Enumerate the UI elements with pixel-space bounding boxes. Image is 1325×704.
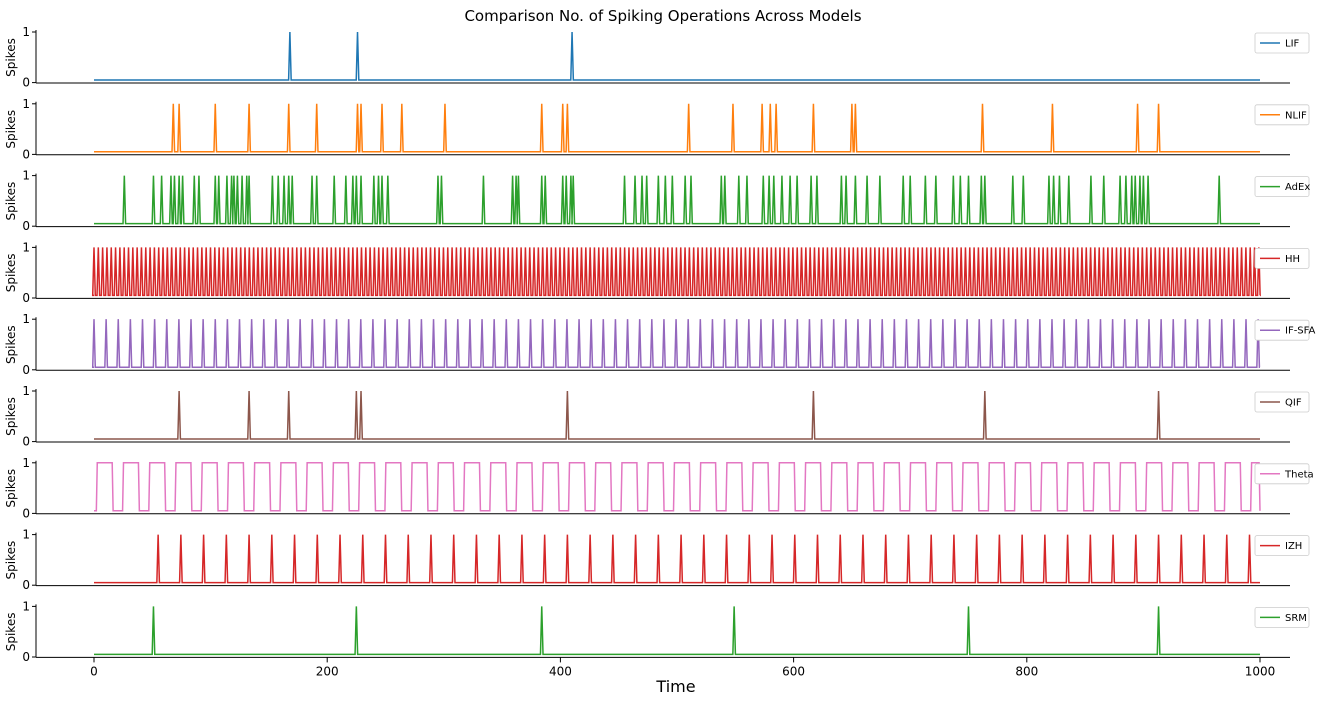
series-line-nlif <box>94 103 1260 153</box>
y-tick-label: 1 <box>22 528 30 542</box>
legend-box <box>1254 463 1310 485</box>
x-tick-label: 600 <box>782 664 805 678</box>
y-tick-label: 0 <box>22 76 30 90</box>
legend-label: NLIF <box>1285 110 1307 121</box>
y-tick-label: 1 <box>22 169 30 183</box>
legend-if-sfa: IF-SFA <box>1254 319 1315 341</box>
panel-if-sfa: 1 0 Spikes IF-SFA <box>4 312 1315 377</box>
panel-theta: 1 0 Spikes Theta <box>4 456 1314 521</box>
y-tick-label: 1 <box>22 240 30 254</box>
legend-lif: LIF <box>1254 32 1310 54</box>
legend-box <box>1254 247 1310 269</box>
legend-qif: QIF <box>1254 391 1310 413</box>
x-tick-label: 400 <box>549 664 572 678</box>
x-axis: 0 200 400 600 800 1000 <box>90 657 1275 678</box>
series-line-srm <box>94 606 1260 656</box>
y-axis-label: Spikes <box>4 182 18 221</box>
chart-title: Comparison No. of Spiking Operations Acr… <box>464 7 861 25</box>
legend-label: HH <box>1285 254 1300 265</box>
legend-label: IZH <box>1285 541 1302 552</box>
legend-hh: HH <box>1254 247 1310 269</box>
panel-hh: 1 0 Spikes HH <box>4 240 1310 305</box>
legend-srm: SRM <box>1254 607 1310 628</box>
y-tick-label: 1 <box>22 384 30 398</box>
y-axis-label: Spikes <box>4 469 18 508</box>
panel-srm: 1 0 Spikes SRM <box>4 599 1310 664</box>
legend-box <box>1254 319 1310 341</box>
legend-nlif: NLIF <box>1254 104 1310 126</box>
series-line-if-sfa <box>91 319 1261 368</box>
x-axis-label: Time <box>655 677 695 696</box>
panel-izh: 1 0 Spikes IZH <box>4 528 1310 592</box>
series-line-lif <box>94 31 1260 81</box>
legend-box <box>1254 535 1310 556</box>
series-line-qif <box>94 390 1260 440</box>
legend-box <box>1254 32 1310 54</box>
y-tick-label: 0 <box>22 506 30 520</box>
series-line-adex <box>94 175 1260 225</box>
y-tick-label: 1 <box>22 599 30 613</box>
y-tick-label: 1 <box>22 312 30 326</box>
legend-box <box>1254 391 1310 413</box>
y-axis-label: Spikes <box>4 254 18 293</box>
y-tick-label: 0 <box>22 147 30 161</box>
panels: 1 0 Spikes LIF 1 0 Spikes NLIF 1 0 Spikes AdEx 1 0 Spi… <box>4 25 1315 664</box>
y-tick-label: 1 <box>22 97 30 111</box>
x-tick-label: 0 <box>90 664 98 678</box>
panel-nlif: 1 0 Spikes NLIF <box>4 97 1310 161</box>
legend-label: Theta <box>1284 469 1314 480</box>
x-tick-label: 800 <box>1015 664 1038 678</box>
y-axis-label: Spikes <box>4 38 18 77</box>
y-tick-label: 0 <box>22 578 30 592</box>
series-line-theta <box>94 462 1261 512</box>
y-axis-label: Spikes <box>4 325 18 364</box>
panel-adex: 1 0 Spikes AdEx <box>4 169 1310 234</box>
series-line-izh <box>94 534 1260 584</box>
y-tick-label: 0 <box>22 219 30 233</box>
y-axis-label: Spikes <box>4 397 18 436</box>
legend-box <box>1254 104 1310 126</box>
legend-theta: Theta <box>1254 463 1314 485</box>
series-line-hh <box>91 247 1261 297</box>
y-tick-label: 0 <box>22 291 30 305</box>
legend-label: LIF <box>1285 39 1300 50</box>
panel-qif: 1 0 Spikes QIF <box>4 384 1310 449</box>
legend-adex: AdEx <box>1254 176 1310 198</box>
panel-lif: 1 0 Spikes LIF <box>4 25 1310 90</box>
y-axis-label: Spikes <box>4 613 18 652</box>
y-tick-label: 1 <box>22 456 30 470</box>
legend-label: QIF <box>1285 398 1302 409</box>
y-axis-label: Spikes <box>4 541 18 580</box>
x-tick-label: 200 <box>316 664 339 678</box>
x-tick-label: 1000 <box>1245 664 1276 678</box>
y-tick-label: 0 <box>22 363 30 377</box>
y-tick-label: 0 <box>22 435 30 449</box>
legend-label: SRM <box>1285 613 1307 624</box>
legend-box <box>1254 607 1310 628</box>
legend-izh: IZH <box>1254 535 1310 556</box>
y-axis-label: Spikes <box>4 110 18 149</box>
legend-box <box>1254 176 1310 198</box>
legend-label: IF-SFA <box>1285 326 1315 337</box>
y-tick-label: 1 <box>22 25 30 39</box>
y-tick-label: 0 <box>22 650 30 664</box>
legend-label: AdEx <box>1285 182 1310 193</box>
